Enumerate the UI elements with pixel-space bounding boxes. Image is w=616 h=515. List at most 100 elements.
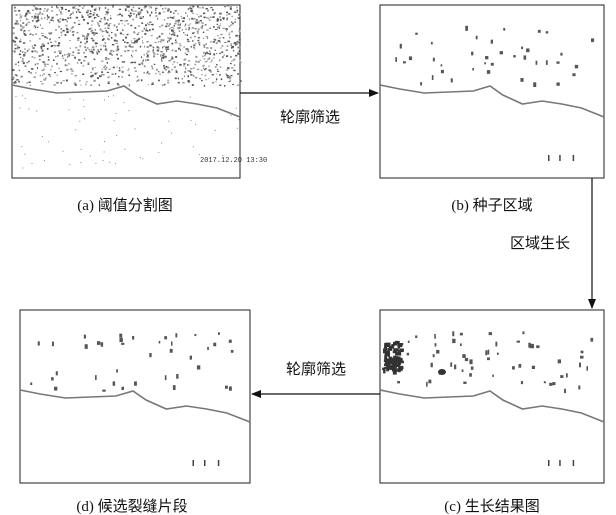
speck [162, 47, 163, 49]
image-panel [12, 5, 242, 178]
speck [16, 20, 18, 22]
speck [60, 18, 61, 19]
seed [518, 364, 521, 368]
speck [153, 55, 154, 57]
speck [184, 26, 185, 27]
speck [67, 54, 69, 55]
seed [469, 359, 472, 364]
speck [133, 19, 134, 21]
speck [71, 70, 73, 72]
speck [157, 49, 159, 51]
speck [151, 35, 153, 36]
seed [524, 55, 527, 59]
speck [179, 43, 181, 44]
speck [127, 70, 129, 71]
seed [471, 366, 474, 369]
speck [77, 9, 79, 11]
speck [32, 47, 34, 48]
speck [153, 50, 154, 52]
speck [105, 65, 106, 66]
speck [95, 8, 96, 10]
speck [91, 72, 92, 73]
speck [201, 22, 203, 24]
speck [105, 45, 106, 47]
speck [203, 38, 204, 39]
speck [213, 41, 215, 43]
speck [83, 19, 85, 21]
speck [230, 8, 232, 10]
speck [41, 83, 43, 84]
speck [168, 71, 170, 72]
speck [217, 35, 218, 36]
speck [28, 61, 30, 62]
speck [190, 74, 192, 75]
speck [115, 73, 116, 75]
speck [160, 54, 161, 55]
speck [93, 34, 95, 36]
seed [495, 342, 497, 347]
speck [119, 13, 121, 15]
speck [44, 160, 45, 161]
speck [58, 68, 59, 69]
speck [125, 46, 127, 48]
speck [180, 45, 182, 46]
speck [175, 56, 177, 58]
speck [25, 15, 27, 17]
speck [65, 34, 67, 36]
diagram: 轮廓筛选 区域生长 轮廓筛选 (a) 阈值分割图 (b) 种子区域 (c) 生长… [0, 0, 616, 515]
speck [101, 45, 102, 47]
speck [149, 29, 150, 31]
speck [171, 27, 173, 28]
speck [67, 31, 69, 32]
speck [26, 18, 27, 20]
speck [94, 18, 95, 19]
speck [221, 34, 222, 35]
speck [216, 78, 217, 80]
speck [145, 30, 147, 32]
speck [48, 56, 50, 58]
speck [28, 22, 30, 23]
speck [49, 38, 50, 40]
speck [14, 41, 16, 43]
speck [185, 68, 186, 70]
speck [131, 55, 132, 56]
speck [30, 85, 31, 86]
speck [195, 61, 197, 62]
seed [465, 26, 468, 31]
speck [104, 66, 105, 68]
speck [84, 38, 85, 40]
speck [229, 78, 230, 80]
blob [399, 361, 404, 364]
speck [208, 78, 209, 79]
speck [72, 12, 74, 14]
seed [578, 385, 580, 389]
speck [15, 48, 17, 50]
speck [235, 55, 237, 56]
seed [225, 386, 228, 389]
speck [187, 75, 189, 77]
speck [112, 6, 113, 8]
speck [70, 13, 72, 14]
seed [164, 336, 167, 339]
speck [122, 15, 123, 17]
speck [79, 12, 81, 13]
speck [37, 63, 39, 65]
seed [472, 68, 474, 71]
speck [19, 108, 20, 109]
speck [138, 38, 140, 39]
speck [191, 10, 193, 12]
speck [138, 64, 140, 66]
speck [122, 71, 124, 73]
speck [203, 45, 205, 46]
speck [191, 18, 193, 20]
speck [13, 82, 15, 83]
speck [79, 5, 81, 6]
speck [77, 62, 78, 64]
seed [51, 377, 54, 380]
speck [59, 37, 60, 38]
seed [491, 63, 494, 66]
speck [91, 49, 93, 50]
speck [170, 11, 172, 13]
speck [215, 66, 217, 67]
speck [231, 60, 232, 61]
